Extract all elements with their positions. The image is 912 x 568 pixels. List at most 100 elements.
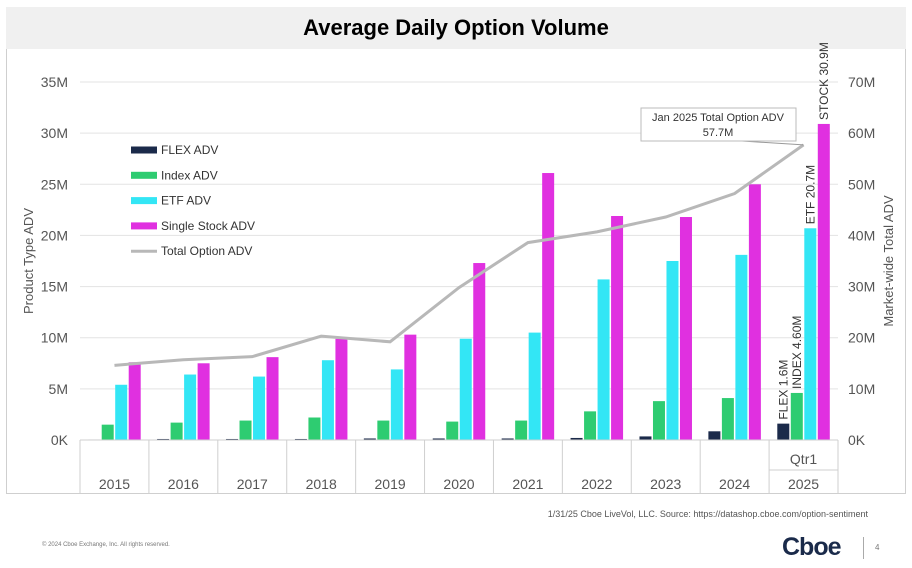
- y2-tick-label: 20M: [848, 330, 875, 346]
- source-note: 1/31/25 Cboe LiveVol, LLC. Source: https…: [547, 509, 868, 519]
- y2-tick-label: 50M: [848, 176, 875, 192]
- x-tick-label: 2018: [306, 476, 337, 492]
- y-tick-label: 35M: [41, 74, 68, 90]
- bar-flex-adv: [157, 438, 170, 440]
- bar-etf-adv: [390, 369, 403, 440]
- bar-index-adv: [308, 417, 321, 440]
- bar-etf-adv: [321, 360, 334, 440]
- bar-index-adv: [239, 420, 252, 440]
- bar-single-stock-adv: [197, 363, 210, 440]
- copyright: © 2024 Cboe Exchange, Inc. All rights re…: [42, 542, 170, 548]
- bar-series: [88, 123, 830, 441]
- x-tick-label: 2015: [99, 476, 130, 492]
- x-tick-label: 2022: [581, 476, 612, 492]
- bar-etf-adv: [804, 228, 817, 440]
- bar-flex-adv: [363, 438, 376, 440]
- y2-tick-label: 60M: [848, 125, 875, 141]
- bar-single-stock-adv: [404, 334, 417, 440]
- bar-etf-adv: [528, 332, 541, 440]
- data-label: ETF 20.7M: [803, 165, 817, 224]
- legend-swatch: [131, 146, 157, 154]
- y2-tick-label: 10M: [848, 381, 875, 397]
- bar-flex-adv: [501, 438, 514, 440]
- y-tick-label: 25M: [41, 176, 68, 192]
- bar-flex-adv: [639, 436, 652, 440]
- bar-flex-adv: [570, 437, 583, 440]
- bar-index-adv: [446, 421, 459, 440]
- bar-single-stock-adv: [266, 357, 279, 440]
- callout-box: [640, 107, 797, 142]
- logo-divider: [863, 537, 864, 559]
- bar-single-stock-adv: [335, 338, 348, 440]
- data-label: FLEX 1.6M: [776, 360, 790, 420]
- bar-etf-adv: [459, 338, 472, 440]
- data-label: STOCK 30.9M: [817, 42, 831, 120]
- legend-label: FLEX ADV: [161, 143, 218, 157]
- callout: Jan 2025 Total Option ADV 57.7M: [640, 107, 804, 146]
- line-series: [114, 143, 805, 367]
- bar-index-adv: [101, 424, 114, 440]
- bar-single-stock-adv: [679, 217, 692, 440]
- total-option-adv-line: [114, 143, 805, 367]
- bar-single-stock-adv: [611, 215, 624, 440]
- x-tick-label: 2025: [788, 476, 819, 492]
- bar-etf-adv: [115, 384, 128, 440]
- x-tick-label: 2021: [512, 476, 543, 492]
- legend-label: Index ADV: [161, 168, 218, 182]
- legend-label: ETF ADV: [161, 194, 211, 208]
- legend-label: Single Stock ADV: [161, 219, 255, 233]
- bar-etf-adv: [597, 279, 610, 440]
- title-bar: Average Daily Option Volume: [6, 7, 906, 49]
- bar-single-stock-adv: [748, 184, 761, 440]
- cboe-logo: Cboe: [782, 533, 841, 561]
- bar-single-stock-adv: [542, 173, 555, 440]
- bar-etf-adv: [253, 376, 266, 440]
- y-axis-title: Product Type ADV: [21, 208, 36, 314]
- bar-index-adv: [377, 420, 390, 440]
- legend-label: Total Option ADV: [161, 244, 252, 258]
- bar-flex-adv: [432, 438, 445, 440]
- y-tick-label: 30M: [41, 125, 68, 141]
- bar-index-adv: [790, 392, 803, 440]
- x-tick-label: 2020: [443, 476, 474, 492]
- bar-etf-adv: [666, 261, 679, 440]
- bar-flex-adv: [777, 423, 790, 440]
- y-tick-label: 20M: [41, 227, 68, 243]
- axes: 0K 5M 10M 15M 20M 25M 30M 35M 0K 10M 20M 30M 40M 50M 6…: [21, 74, 896, 493]
- bar-index-adv: [584, 411, 597, 440]
- legend-swatch: [131, 197, 157, 205]
- bar-single-stock-adv: [128, 362, 141, 440]
- y-tick-label: 0K: [51, 432, 69, 448]
- data-label: INDEX 4.60M: [790, 316, 804, 389]
- bar-etf-adv: [184, 374, 197, 440]
- bar-flex-adv: [294, 438, 307, 440]
- bar-flex-adv: [708, 431, 721, 440]
- y2-tick-label: 30M: [848, 279, 875, 295]
- bar-index-adv: [170, 422, 183, 440]
- y-tick-label: 10M: [41, 330, 68, 346]
- callout-line2: 57.7M: [703, 127, 734, 139]
- page-number: 4: [875, 543, 880, 552]
- bar-etf-adv: [735, 254, 748, 440]
- x-tick-label: 2023: [650, 476, 681, 492]
- legend-swatch: [131, 222, 157, 230]
- bar-index-adv: [652, 401, 665, 440]
- y-tick-label: 15M: [41, 279, 68, 295]
- bar-flex-adv: [226, 438, 239, 440]
- page-title: Average Daily Option Volume: [303, 15, 609, 40]
- legend: FLEX ADV Index ADV ETF ADV Single Stock ADV…: [131, 143, 255, 258]
- x-sub-label: Qtr1: [790, 451, 817, 467]
- legend-swatch: [131, 171, 157, 179]
- callout-leader: [741, 140, 804, 146]
- bar-single-stock-adv: [473, 263, 486, 440]
- x-tick-label: 2019: [375, 476, 406, 492]
- y-tick-label: 5M: [49, 381, 68, 397]
- bar-single-stock-adv: [817, 123, 830, 441]
- bar-index-adv: [515, 420, 528, 440]
- y2-tick-label: 40M: [848, 227, 875, 243]
- callout-line1: Jan 2025 Total Option ADV: [652, 112, 785, 124]
- x-tick-label: 2017: [237, 476, 268, 492]
- x-tick-label: 2024: [719, 476, 750, 492]
